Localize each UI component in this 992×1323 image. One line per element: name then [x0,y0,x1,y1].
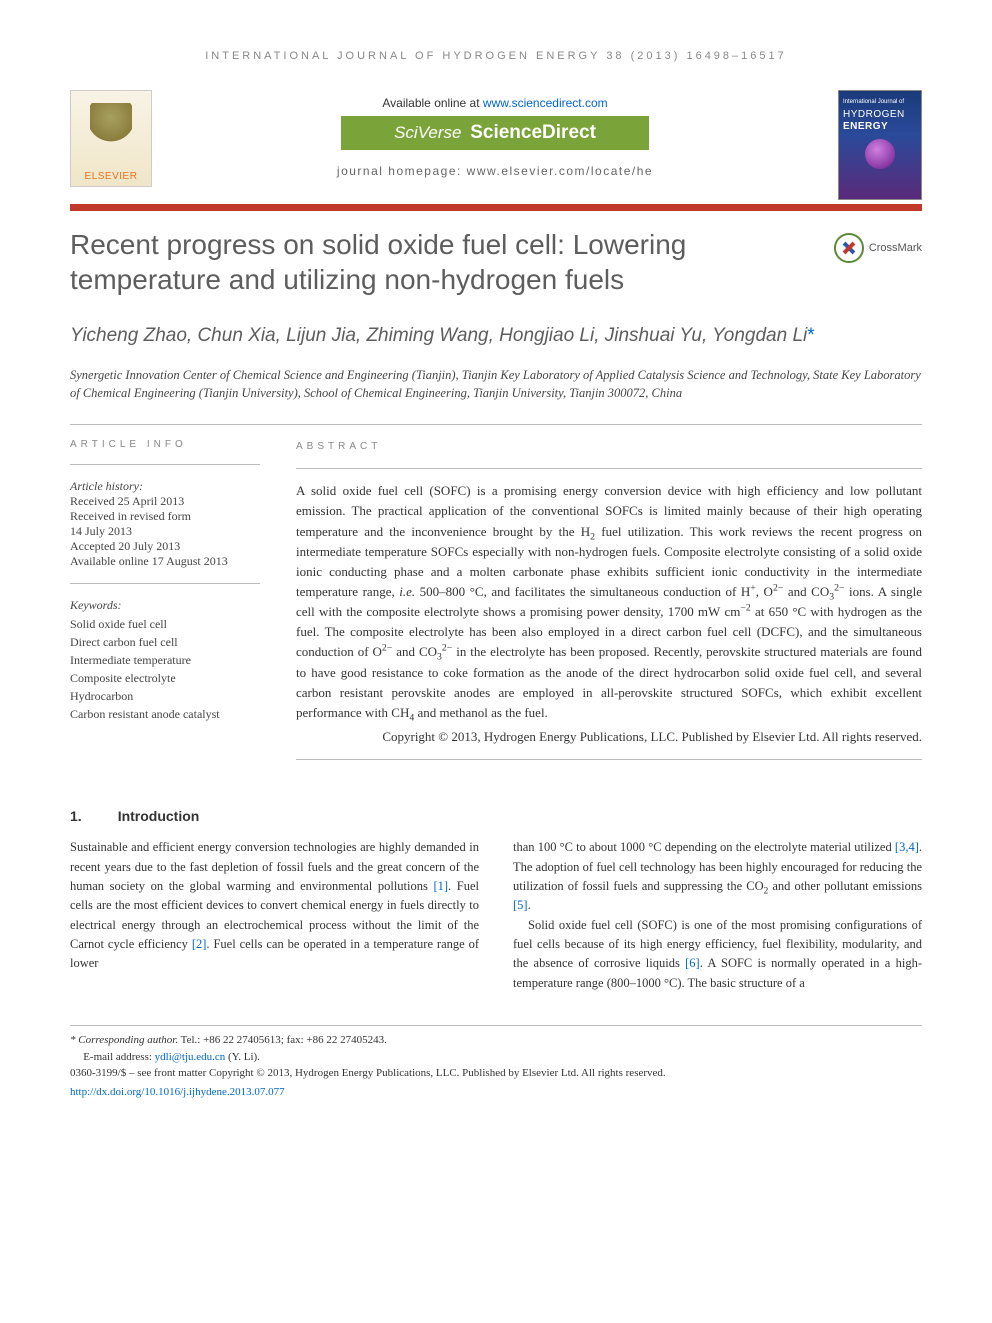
keywords-label: Keywords: [70,598,260,613]
history-label: Article history: [70,479,260,494]
section-number: 1. [70,808,82,824]
available-online-line: Available online at www.sciencedirect.co… [166,96,824,110]
body-paragraph: Solid oxide fuel cell (SOFC) is one of t… [513,916,922,994]
email-label: E-mail address: [83,1051,154,1063]
keyword-item: Hydrocarbon [70,687,260,705]
affiliation: Synergetic Innovation Center of Chemical… [70,366,922,402]
info-rule-2 [70,583,260,584]
history-revised-2: 14 July 2013 [70,524,260,539]
crossmark-label: CrossMark [869,242,922,254]
abstract-copyright: Copyright © 2013, Hydrogen Energy Public… [296,727,922,747]
history-accepted: Accepted 20 July 2013 [70,539,260,554]
corresponding-label: * Corresponding author. [70,1034,178,1046]
section-title: Introduction [118,808,200,824]
cover-title-1: HYDROGEN [843,109,905,120]
abstract-bottom-rule [296,759,922,760]
cover-supertitle: International Journal of [843,99,904,105]
history-online: Available online 17 August 2013 [70,554,260,569]
email-link[interactable]: ydli@tju.edu.cn [155,1051,226,1063]
cover-graphic-icon [865,139,895,169]
keyword-item: Intermediate temperature [70,651,260,669]
abstract-column: ABSTRACT A solid oxide fuel cell (SOFC) … [296,439,922,760]
keyword-item: Direct carbon fuel cell [70,633,260,651]
abstract-body: A solid oxide fuel cell (SOFC) is a prom… [296,481,922,723]
cover-title-2: ENERGY [843,121,888,132]
body-paragraph: Sustainable and efficient energy convers… [70,838,479,974]
sciencedirect-banner: SciVerse ScienceDirect [341,116,649,150]
doi-link[interactable]: http://dx.doi.org/10.1016/j.ijhydene.201… [70,1086,285,1098]
body-text: Sustainable and efficient energy convers… [70,838,922,993]
section-heading: 1. Introduction [70,808,922,824]
article-info-head: ARTICLE INFO [70,439,260,450]
meta-top-rule [70,424,922,425]
journal-homepage-line: journal homepage: www.elsevier.com/locat… [166,164,824,178]
authors-text: Yicheng Zhao, Chun Xia, Lijun Jia, Zhimi… [70,325,807,346]
sciencedirect-link[interactable]: www.sciencedirect.com [483,96,608,110]
paper-title: Recent progress on solid oxide fuel cell… [70,227,814,297]
keyword-item: Carbon resistant anode catalyst [70,705,260,723]
abstract-rule [296,468,922,469]
journal-cover-thumbnail: International Journal of HYDROGEN ENERGY [838,90,922,200]
elsevier-tree-icon [90,103,132,151]
footnotes: * Corresponding author. Tel.: +86 22 274… [70,1025,922,1100]
corresponding-mark: * [807,325,814,346]
issn-copyright-line: 0360-3199/$ – see front matter Copyright… [70,1065,922,1082]
history-revised-1: Received in revised form [70,509,260,524]
available-prefix: Available online at [382,96,483,110]
body-paragraph: than 100 °C to about 1000 °C depending o… [513,838,922,916]
article-info-column: ARTICLE INFO Article history: Received 2… [70,439,260,760]
title-rule [70,204,922,211]
publisher-name: ELSEVIER [71,171,151,182]
abstract-head: ABSTRACT [296,439,922,455]
crossmark-icon [834,233,864,263]
keyword-item: Solid oxide fuel cell [70,615,260,633]
email-name: (Y. Li). [225,1051,260,1063]
journal-header: ELSEVIER Available online at www.science… [70,90,922,200]
elsevier-logo: ELSEVIER [70,90,152,187]
running-head: INTERNATIONAL JOURNAL OF HYDROGEN ENERGY… [70,50,922,62]
corresponding-contact: Tel.: +86 22 27405613; fax: +86 22 27405… [178,1034,387,1046]
keyword-item: Composite electrolyte [70,669,260,687]
banner-main: ScienceDirect [470,122,596,143]
banner-prefix: SciVerse [394,123,466,142]
info-rule-1 [70,464,260,465]
author-list: Yicheng Zhao, Chun Xia, Lijun Jia, Zhimi… [70,323,922,350]
crossmark-widget[interactable]: CrossMark [834,233,922,263]
history-received: Received 25 April 2013 [70,494,260,509]
